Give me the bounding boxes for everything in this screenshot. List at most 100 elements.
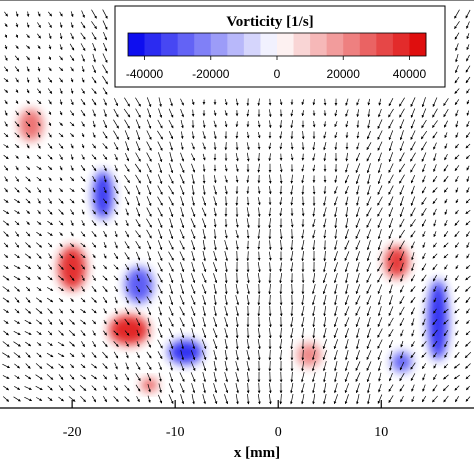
velocity-arrow (433, 219, 437, 227)
velocity-arrow (465, 65, 471, 73)
velocity-arrow (279, 208, 283, 217)
velocity-arrow (290, 109, 294, 117)
velocity-arrow (46, 297, 54, 303)
velocity-arrow (3, 265, 9, 269)
velocity-arrow (80, 98, 86, 106)
velocity-arrow (92, 187, 96, 193)
velocity-arrow (3, 144, 9, 148)
velocity-arrow (190, 207, 196, 218)
velocity-arrow (26, 143, 30, 149)
velocity-arrow (179, 174, 185, 185)
velocity-arrow (68, 330, 76, 337)
velocity-arrow (213, 142, 217, 151)
velocity-arrow (257, 339, 261, 350)
velocity-arrow (279, 174, 283, 184)
velocity-arrow (168, 185, 174, 195)
velocity-arrow (59, 99, 63, 105)
velocity-arrow (388, 317, 394, 327)
velocity-arrow (443, 319, 449, 325)
velocity-arrow (146, 97, 152, 108)
velocity-arrow (454, 230, 460, 238)
velocity-arrow (180, 152, 185, 162)
velocity-arrow (190, 284, 196, 295)
velocity-arrow (15, 100, 19, 105)
velocity-arrow (465, 265, 471, 270)
velocity-arrow (69, 188, 75, 192)
vorticity-field (18, 109, 448, 391)
velocity-arrow (157, 262, 163, 272)
vorticity-region (391, 352, 412, 372)
colorbar-legend: Vorticity [1/s] -40000 -20000 0 20000 40000 (114, 5, 446, 88)
velocity-arrow (113, 142, 119, 151)
velocity-arrow (444, 153, 448, 161)
velocity-arrow (3, 254, 9, 258)
velocity-arrow (399, 196, 404, 207)
velocity-arrow (312, 207, 316, 217)
velocity-arrow (113, 264, 119, 270)
colorbar-swatch (326, 33, 344, 56)
velocity-arrow (125, 152, 130, 162)
velocity-arrow (14, 144, 20, 148)
velocity-arrow (323, 131, 327, 139)
velocity-arrow (37, 209, 41, 215)
velocity-arrow (246, 109, 250, 117)
velocity-arrow (146, 185, 152, 196)
velocity-arrow (213, 251, 218, 262)
velocity-arrow (169, 229, 174, 240)
velocity-arrow (80, 242, 86, 248)
velocity-arrow (15, 110, 19, 116)
velocity-arrow (400, 329, 404, 337)
velocity-arrow (202, 153, 206, 161)
velocity-arrow (13, 330, 21, 336)
velocity-arrow (290, 239, 294, 251)
velocity-arrow (114, 153, 118, 161)
velocity-arrow (290, 153, 294, 161)
velocity-arrow (36, 221, 42, 225)
velocity-arrow (268, 186, 272, 195)
velocity-arrow (146, 174, 152, 185)
velocity-arrow (466, 187, 470, 194)
velocity-arrow (433, 142, 437, 150)
velocity-arrow (454, 99, 460, 106)
velocity-arrow (180, 328, 185, 339)
velocity-arrow (191, 317, 196, 328)
velocity-arrow (48, 122, 52, 127)
velocity-arrow (114, 307, 118, 315)
velocity-arrow (180, 98, 184, 106)
velocity-arrow (92, 42, 96, 52)
velocity-arrow (113, 186, 119, 195)
velocity-arrow (146, 296, 152, 304)
velocity-arrow (58, 143, 64, 149)
velocity-arrow (124, 241, 130, 249)
velocity-arrow (179, 185, 185, 196)
velocity-arrow (443, 253, 449, 259)
velocity-arrow (444, 264, 448, 270)
velocity-arrow (69, 253, 75, 259)
velocity-arrow (421, 141, 427, 151)
colorbar-swatch (227, 33, 245, 56)
velocity-arrow (224, 272, 228, 284)
velocity-arrow (355, 306, 361, 316)
velocity-arrow (81, 199, 85, 204)
velocity-arrow (114, 98, 118, 107)
velocity-arrow (333, 328, 339, 339)
velocity-arrow (432, 274, 438, 282)
velocity-arrow (432, 319, 438, 326)
velocity-arrow (14, 286, 20, 292)
velocity-arrow (179, 163, 185, 174)
velocity-arrow (465, 76, 471, 84)
velocity-arrow (91, 32, 97, 40)
velocity-arrow (37, 56, 41, 61)
velocity-arrow (433, 297, 437, 303)
velocity-arrow (2, 286, 10, 292)
velocity-arrow (202, 142, 206, 150)
velocity-arrow (399, 240, 405, 250)
velocity-arrow (136, 207, 141, 217)
velocity-arrow (69, 198, 75, 204)
velocity-arrow (333, 251, 338, 262)
velocity-arrow (24, 253, 32, 259)
velocity-arrow (36, 253, 42, 259)
velocity-arrow (432, 120, 438, 128)
velocity-arrow (268, 153, 272, 162)
velocity-arrow (323, 229, 327, 239)
